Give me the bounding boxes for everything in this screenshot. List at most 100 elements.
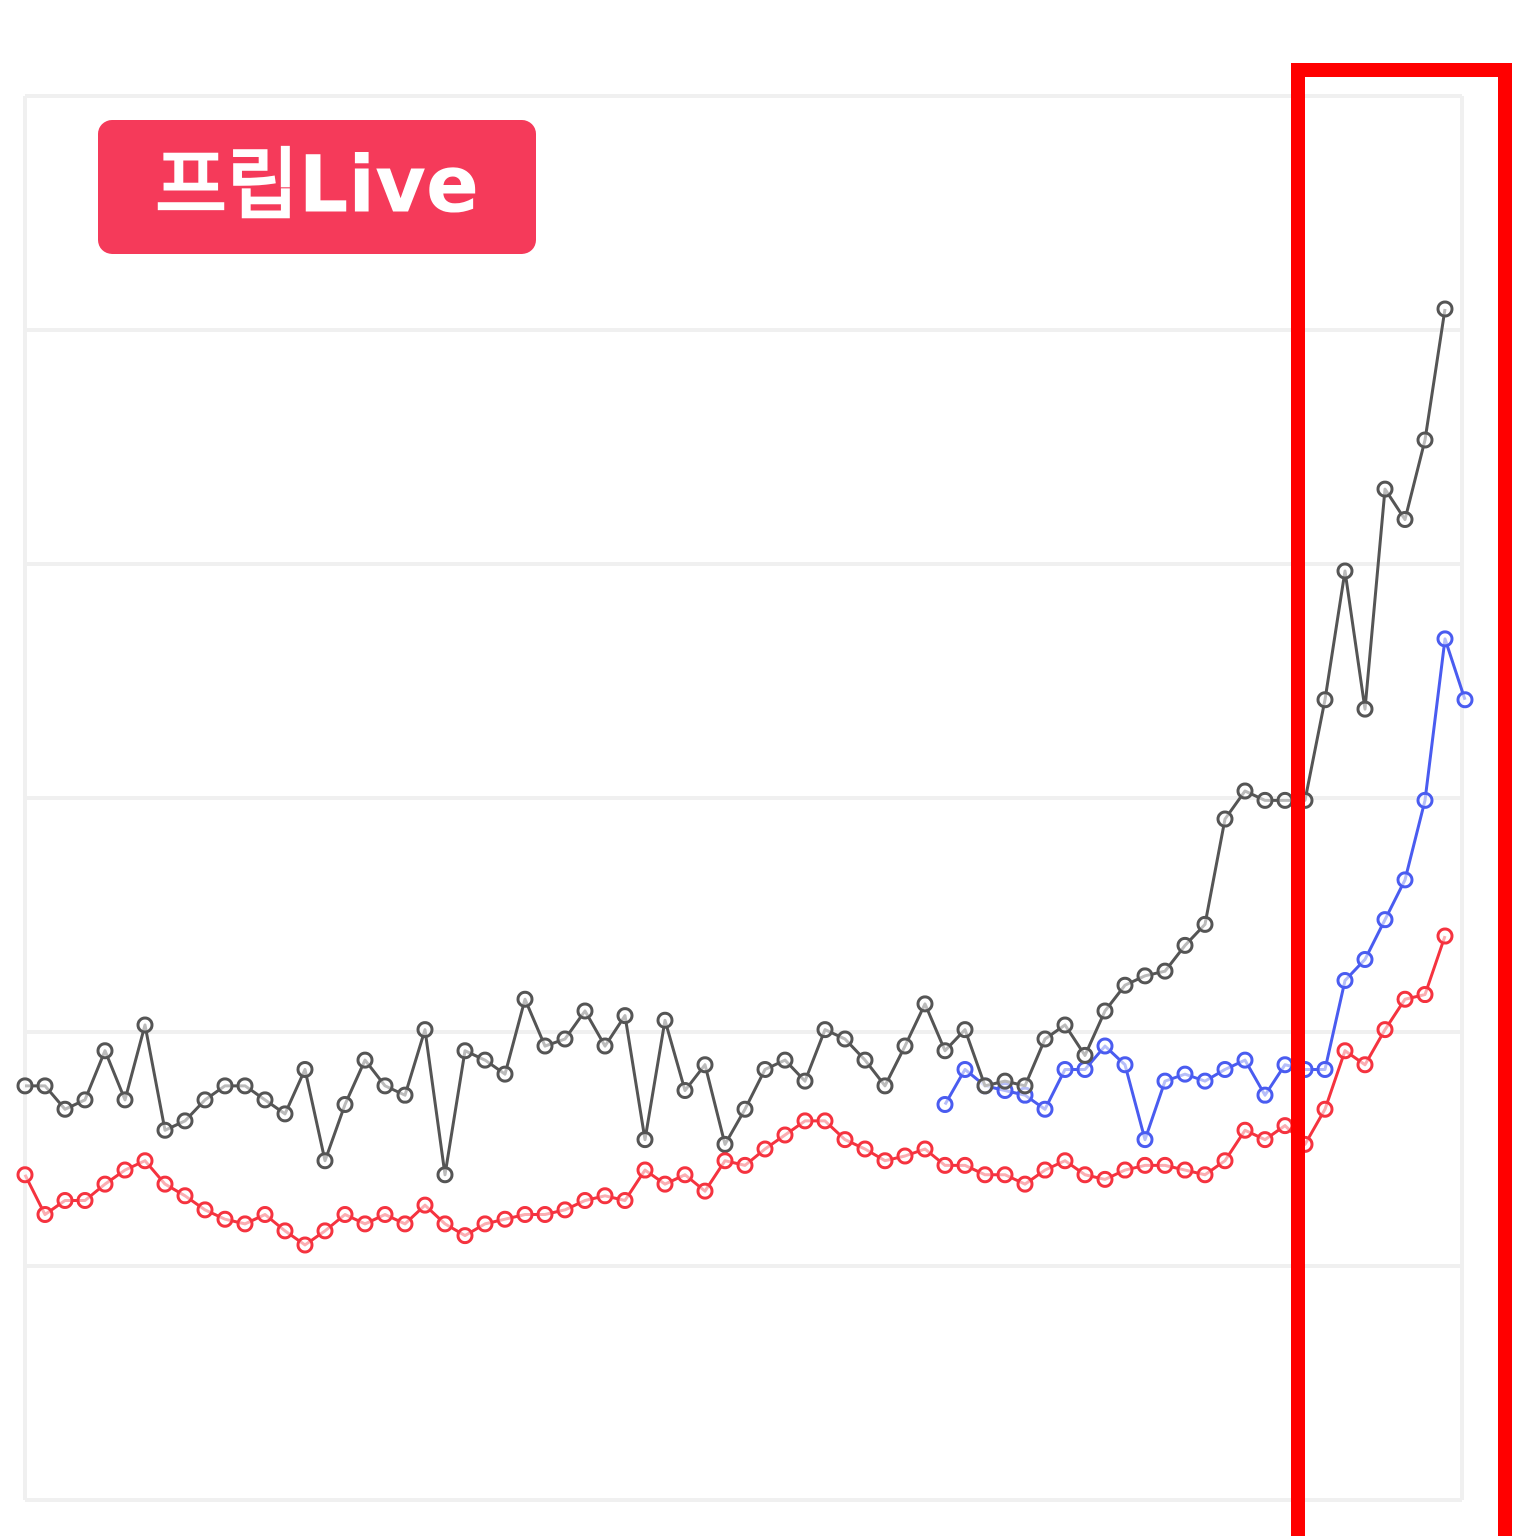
data-point — [1436, 630, 1454, 648]
data-point — [416, 1021, 434, 1039]
data-point — [1316, 1060, 1334, 1078]
data-point — [1096, 1037, 1114, 1055]
data-point — [1356, 950, 1374, 968]
data-point — [116, 1161, 134, 1179]
data-point — [1356, 700, 1374, 718]
data-point — [356, 1215, 374, 1233]
data-point — [696, 1182, 714, 1200]
series-line — [943, 637, 1467, 1142]
data-point — [136, 1152, 154, 1170]
data-point — [976, 1077, 994, 1095]
data-point — [656, 1011, 674, 1029]
data-point — [576, 1191, 594, 1209]
data-point — [936, 1156, 954, 1174]
data-point — [976, 1166, 994, 1184]
data-point — [1156, 962, 1174, 980]
data-point — [856, 1140, 874, 1158]
data-point — [896, 1147, 914, 1165]
data-point — [916, 1140, 934, 1158]
data-point — [776, 1126, 794, 1144]
data-point — [316, 1222, 334, 1240]
data-point — [196, 1091, 214, 1109]
data-point — [1236, 1051, 1254, 1069]
data-point — [256, 1091, 274, 1109]
data-point — [1236, 782, 1254, 800]
data-point — [496, 1065, 514, 1083]
data-point — [1256, 791, 1274, 809]
data-point — [376, 1206, 394, 1224]
data-point — [1416, 791, 1434, 809]
data-point — [1096, 1002, 1114, 1020]
grid — [25, 94, 1462, 1502]
data-point — [96, 1042, 114, 1060]
data-point — [276, 1222, 294, 1240]
data-point — [76, 1091, 94, 1109]
data-point — [1036, 1161, 1054, 1179]
data-point — [936, 1042, 954, 1060]
data-point — [456, 1042, 474, 1060]
data-point — [1396, 511, 1414, 529]
data-point — [216, 1077, 234, 1095]
data-point — [236, 1215, 254, 1233]
data-point — [1376, 480, 1394, 498]
data-point — [36, 1077, 54, 1095]
data-point — [676, 1166, 694, 1184]
data-point — [696, 1056, 714, 1074]
data-point — [1316, 1100, 1334, 1118]
data-point — [336, 1096, 354, 1114]
data-point — [296, 1060, 314, 1078]
plot — [16, 300, 1474, 1254]
data-point — [96, 1175, 114, 1193]
data-point — [1316, 691, 1334, 709]
data-point — [136, 1016, 154, 1034]
data-point — [456, 1227, 474, 1245]
data-point — [596, 1187, 614, 1205]
data-point — [1036, 1100, 1054, 1118]
data-point — [1216, 810, 1234, 828]
data-point — [16, 1077, 34, 1095]
data-point — [1176, 1161, 1194, 1179]
data-point — [1136, 967, 1154, 985]
data-point — [616, 1007, 634, 1025]
data-point — [776, 1051, 794, 1069]
data-point — [736, 1156, 754, 1174]
data-point — [536, 1206, 554, 1224]
data-point — [356, 1051, 374, 1069]
data-point — [476, 1051, 494, 1069]
data-point — [1056, 1060, 1074, 1078]
data-point — [516, 1206, 534, 1224]
data-point — [156, 1121, 174, 1139]
data-point — [1056, 1152, 1074, 1170]
data-point — [1336, 1042, 1354, 1060]
data-point — [76, 1191, 94, 1209]
badge-bg — [98, 120, 536, 254]
data-point — [1176, 1065, 1194, 1083]
data-point — [656, 1175, 674, 1193]
data-point — [316, 1152, 334, 1170]
data-point — [336, 1206, 354, 1224]
data-point — [436, 1166, 454, 1184]
data-point — [536, 1037, 554, 1055]
data-point — [1276, 1117, 1294, 1135]
data-point — [956, 1060, 974, 1078]
data-point — [1276, 1056, 1294, 1074]
data-point — [1396, 871, 1414, 889]
data-point — [756, 1140, 774, 1158]
data-point — [1416, 431, 1434, 449]
data-point — [576, 1002, 594, 1020]
data-point — [1076, 1166, 1094, 1184]
data-point — [1116, 1056, 1134, 1074]
data-point — [1196, 915, 1214, 933]
data-point — [16, 1166, 34, 1184]
data-point — [1216, 1152, 1234, 1170]
data-point — [1256, 1131, 1274, 1149]
data-point — [1356, 1056, 1374, 1074]
data-point — [1016, 1175, 1034, 1193]
data-point — [1236, 1121, 1254, 1139]
data-point — [996, 1166, 1014, 1184]
data-point — [596, 1037, 614, 1055]
data-point — [36, 1206, 54, 1224]
data-point — [256, 1206, 274, 1224]
